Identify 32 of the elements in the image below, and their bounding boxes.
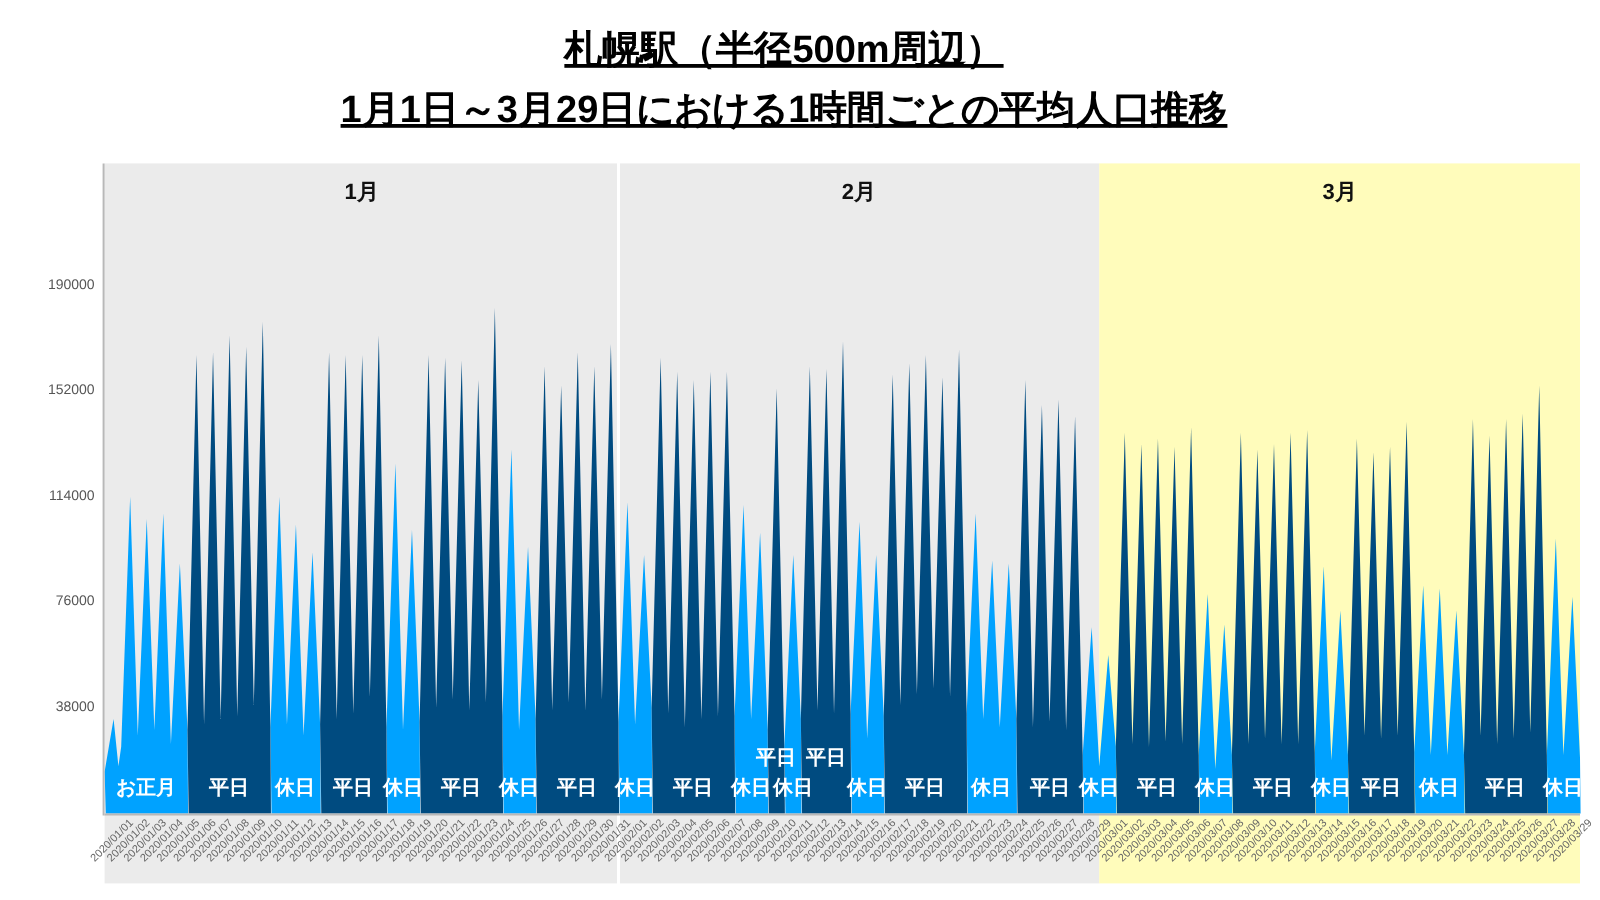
- annotation: 平日: [557, 778, 598, 801]
- annotation: 平日: [208, 778, 249, 801]
- annotation: 平日: [756, 748, 796, 771]
- chart-subtitle: 1月1日～3月29日における1時間ごとの平均人口推移: [340, 90, 1228, 132]
- annotation: 休日: [1311, 778, 1352, 801]
- band-label: 3月: [1322, 181, 1357, 206]
- annotation: 休日: [383, 778, 423, 801]
- band-label: 1月: [344, 181, 379, 206]
- band-label: 2月: [841, 181, 876, 206]
- annotation: 休日: [499, 778, 540, 801]
- annotation: 休日: [615, 778, 656, 801]
- annotation: 休日: [275, 778, 316, 801]
- annotation: 休日: [731, 778, 772, 801]
- annotation: 平日: [905, 778, 946, 801]
- annotation: 休日: [971, 778, 1012, 801]
- chart-title: 札幌駅（半径500m周辺）: [564, 30, 1004, 72]
- annotation: 平日: [1361, 778, 1402, 801]
- annotation: 平日: [1029, 778, 1070, 801]
- annotation: 休日: [1079, 778, 1120, 801]
- annotation: 平日: [673, 778, 714, 801]
- annotation: 休日: [1195, 778, 1236, 801]
- annotation: 平日: [441, 778, 481, 801]
- annotation: 休日: [1543, 778, 1584, 801]
- annotation: 平日: [1253, 778, 1294, 801]
- annotation: 休日: [847, 778, 888, 801]
- annotation: 平日: [333, 778, 374, 801]
- annotation: 平日: [1137, 778, 1178, 801]
- annotation: 休日: [1419, 778, 1460, 801]
- annotation: 平日: [1485, 778, 1526, 801]
- annotation: お正月: [116, 778, 177, 801]
- annotation: 平日: [805, 748, 846, 771]
- annotation: 休日: [772, 778, 813, 801]
